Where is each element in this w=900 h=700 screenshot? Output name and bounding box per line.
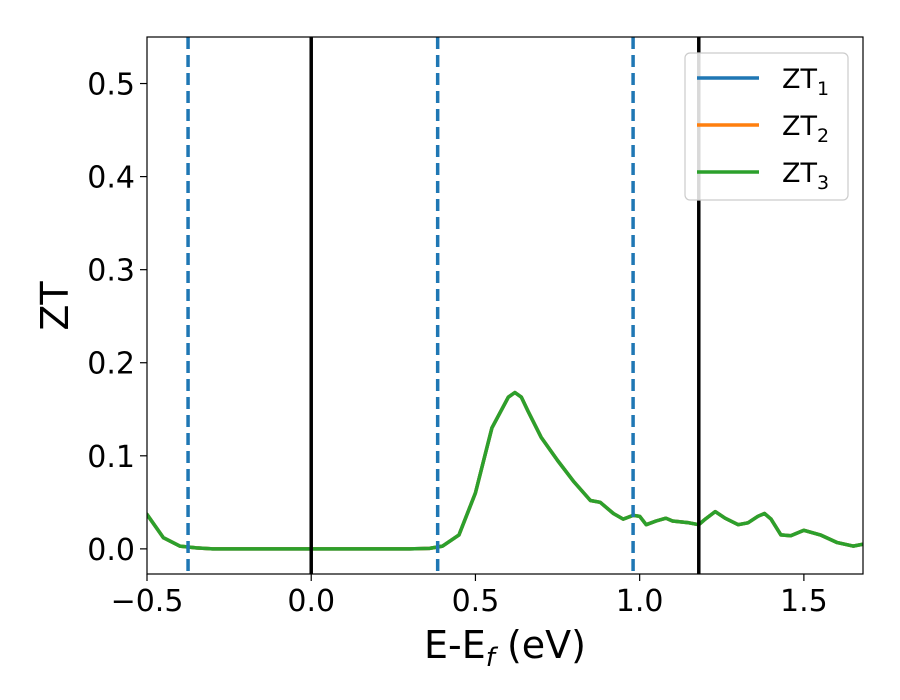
legend: ZT1 ZT2 ZT3 xyxy=(684,52,849,201)
y-tick-label: 0.3 xyxy=(87,254,135,289)
x-axis-label: E-Ef (eV) xyxy=(424,623,586,673)
series-line-2 xyxy=(147,390,863,551)
y-tick-label: 0.4 xyxy=(87,161,135,196)
x-tick-label: −0.5 xyxy=(111,584,184,619)
series-group xyxy=(147,390,863,551)
x-tick-label: 0.0 xyxy=(287,584,335,619)
series-line-1 xyxy=(147,390,863,551)
series-line-3 xyxy=(147,390,863,551)
x-axis-label-unit: (eV) xyxy=(495,623,586,667)
y-tick-label: 0.2 xyxy=(87,347,135,382)
x-axis-label-main: E-E xyxy=(424,623,486,667)
x-tick-label: 0.5 xyxy=(452,584,500,619)
legend-entry-1: ZT1 xyxy=(782,64,829,100)
legend-entry-3: ZT3 xyxy=(782,158,829,194)
y-axis-ticks: 0.0 0.1 0.2 0.3 0.4 0.5 xyxy=(87,68,147,568)
y-tick-label: 0.5 xyxy=(87,68,135,103)
legend-box xyxy=(684,52,849,201)
x-tick-label: 1.5 xyxy=(780,584,828,619)
x-tick-label: 1.0 xyxy=(616,584,664,619)
plot-frame xyxy=(146,36,864,575)
x-axis-ticks: −0.5 0.0 0.5 1.0 1.5 xyxy=(111,574,828,619)
y-tick-label: 0.0 xyxy=(87,533,135,568)
y-tick-label: 0.1 xyxy=(87,440,135,475)
y-axis-label: ZT xyxy=(33,281,77,331)
legend-entry-2: ZT2 xyxy=(782,111,829,147)
